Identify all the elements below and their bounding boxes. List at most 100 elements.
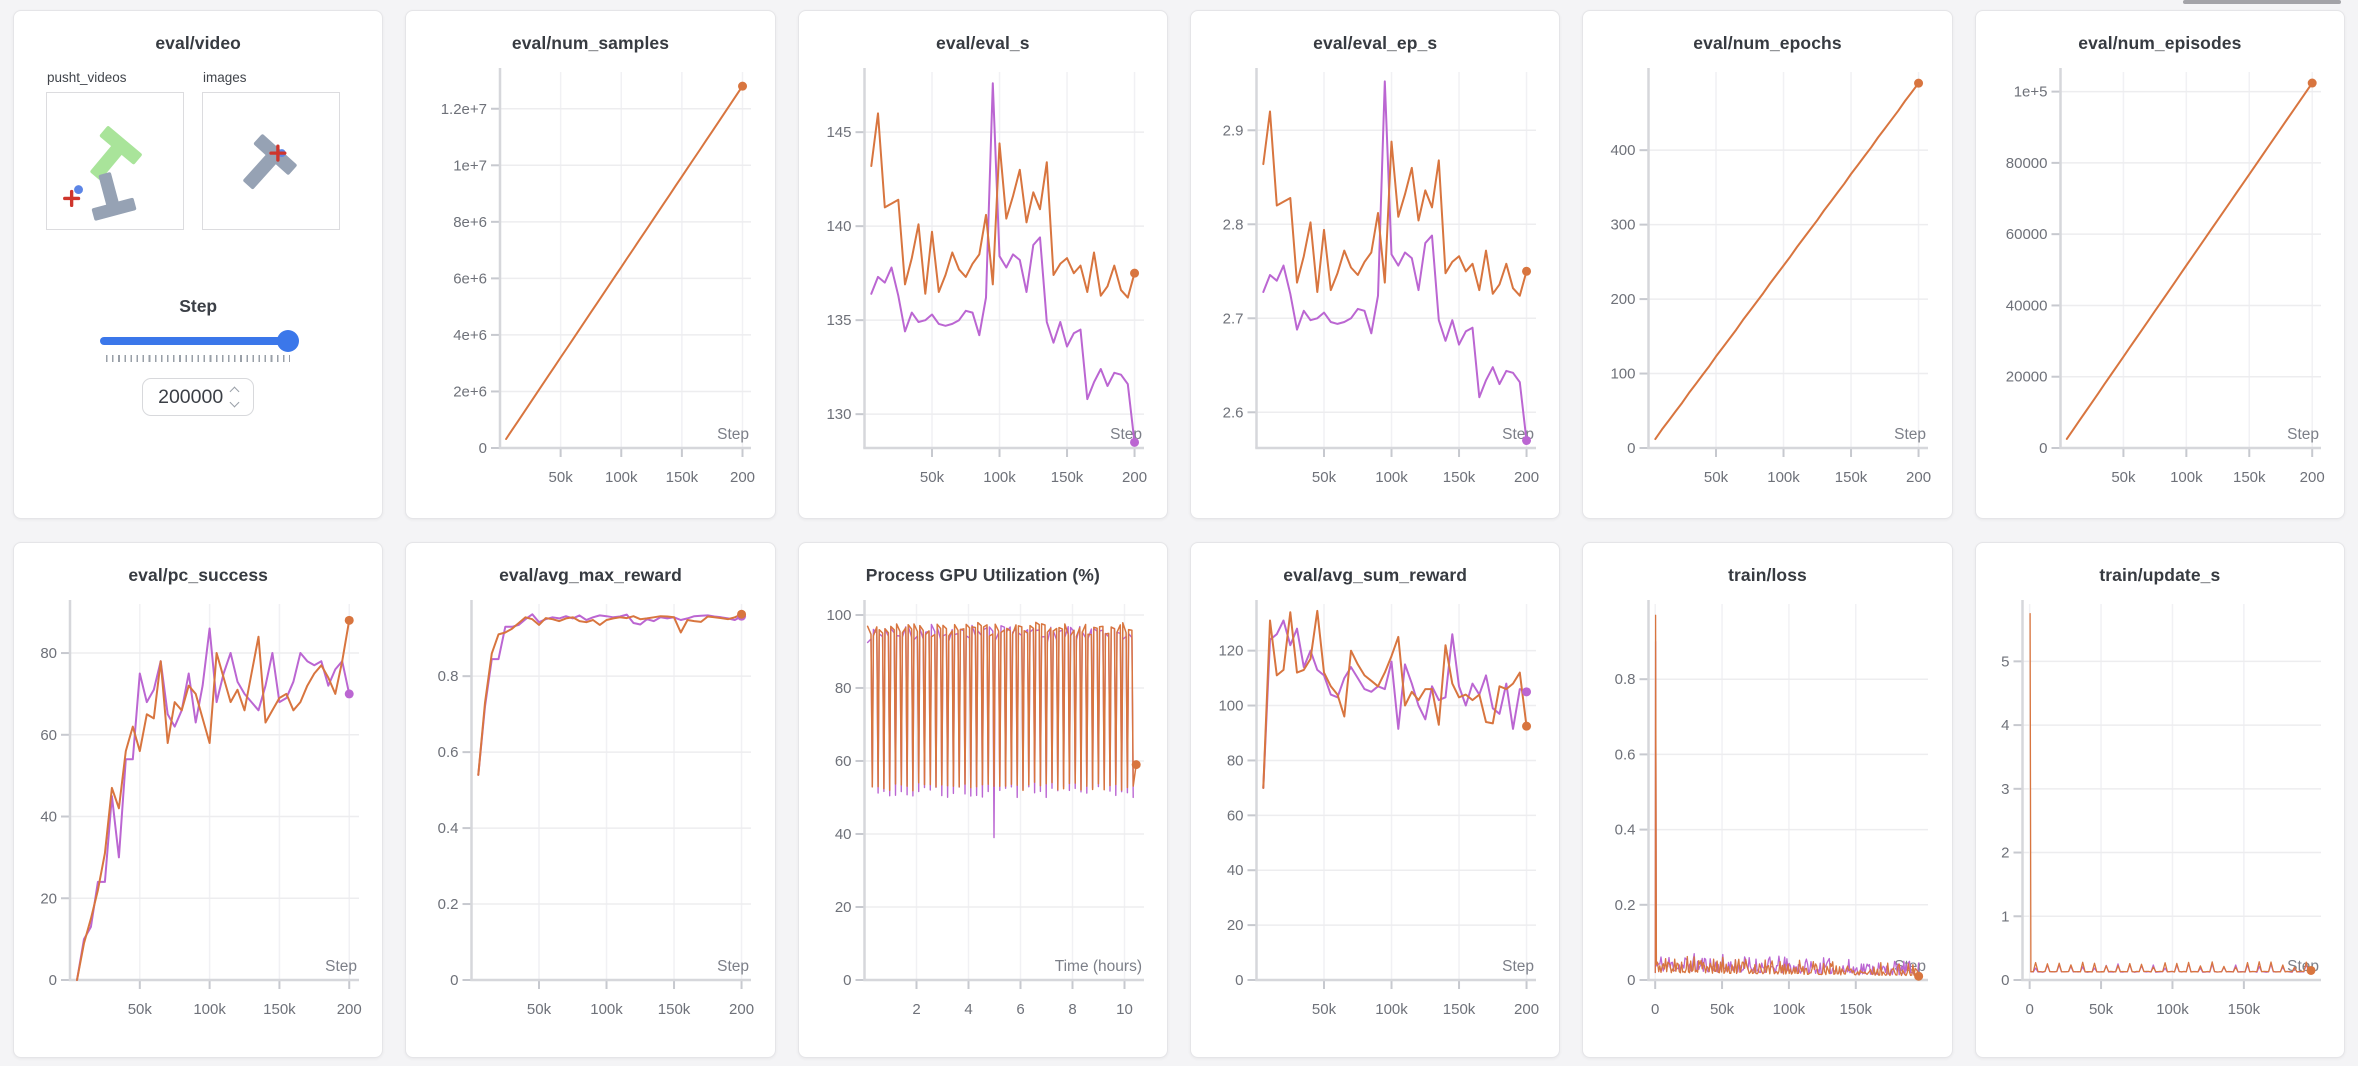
chart-title: eval/avg_max_reward xyxy=(499,565,682,585)
slider-thumb[interactable] xyxy=(277,330,300,352)
chart-title: train/loss xyxy=(1728,565,1807,585)
svg-text:100k: 100k xyxy=(2156,1001,2189,1018)
svg-text:20000: 20000 xyxy=(2005,369,2047,386)
panel-eval-avg-max-reward: eval/avg_max_reward 50k 100k 150k 200 0 0.2 0.… xyxy=(405,542,776,1058)
eval-num-episodes-chart[interactable]: 50k 100k 150k 200 0 20000 40000 60000 80000 1e+5 S… xyxy=(1987,62,2333,504)
svg-text:200: 200 xyxy=(729,1001,754,1018)
svg-text:145: 145 xyxy=(826,124,851,141)
eval-avg-sum-reward-chart[interactable]: 50k 100k 150k 200 0 20 40 60 80 100 120 Step xyxy=(1202,594,1548,1036)
eval-num-samples-chart[interactable]: 50k 100k 150k 200 0 2e+6 4e+6 6e+6 8e+6 1e+7 1.2e+… xyxy=(417,62,763,504)
svg-text:0: 0 xyxy=(1651,1001,1659,1018)
eval-num-epochs-chart[interactable]: 50k 100k 150k 200 0 100 200 300 400 Step xyxy=(1594,62,1940,504)
panel-eval-num-epochs: eval/num_epochs 50k 100k 150k 200 0 100 200 300… xyxy=(1582,10,1953,519)
svg-text:150k: 150k xyxy=(1835,469,1868,486)
svg-text:100k: 100k xyxy=(1768,469,1801,486)
svg-text:0.2: 0.2 xyxy=(1615,897,1636,914)
svg-text:2.7: 2.7 xyxy=(1223,310,1244,327)
svg-text:120: 120 xyxy=(1218,643,1243,660)
svg-text:2: 2 xyxy=(912,1001,920,1018)
svg-text:200: 200 xyxy=(337,1001,362,1018)
panel-process-gpu-utilization: Process GPU Utilization (%) 2 4 6 8 10 0 20 40 6… xyxy=(797,542,1168,1058)
svg-text:Step: Step xyxy=(1502,958,1534,975)
svg-text:400: 400 xyxy=(1611,142,1636,159)
svg-text:5: 5 xyxy=(2001,653,2009,670)
svg-text:150k: 150k xyxy=(666,469,699,486)
green-t-shape xyxy=(90,126,142,180)
svg-text:0: 0 xyxy=(1627,440,1635,457)
svg-text:0.4: 0.4 xyxy=(1615,822,1636,839)
chart-title: train/update_s xyxy=(2099,565,2221,585)
eval-avg-max-reward-chart[interactable]: 50k 100k 150k 200 0 0.2 0.4 0.6 0.8 Step xyxy=(417,594,763,1036)
svg-text:0.8: 0.8 xyxy=(1615,671,1636,688)
svg-text:150k: 150k xyxy=(1840,1001,1873,1018)
svg-text:300: 300 xyxy=(1611,217,1636,234)
svg-text:0: 0 xyxy=(1627,972,1635,989)
svg-text:200: 200 xyxy=(730,469,755,486)
svg-text:2e+6: 2e+6 xyxy=(454,383,488,400)
chart-title: eval/num_samples xyxy=(511,33,670,53)
svg-text:0: 0 xyxy=(1235,972,1243,989)
step-down-icon[interactable] xyxy=(229,397,240,408)
svg-text:100k: 100k xyxy=(591,1001,624,1018)
svg-text:3: 3 xyxy=(2001,781,2009,798)
svg-text:150k: 150k xyxy=(263,1001,296,1018)
svg-text:100k: 100k xyxy=(983,469,1016,486)
svg-text:4e+6: 4e+6 xyxy=(454,327,488,344)
svg-text:60000: 60000 xyxy=(2005,226,2047,243)
pusht-video-thumbnail[interactable] xyxy=(46,92,184,230)
svg-text:200: 200 xyxy=(2299,469,2324,486)
svg-text:100k: 100k xyxy=(1375,1001,1408,1018)
step-input[interactable]: 200000 xyxy=(142,378,255,416)
stepper-arrows xyxy=(229,386,240,408)
slider-track[interactable] xyxy=(100,337,297,345)
svg-text:1: 1 xyxy=(2001,908,2009,925)
gray-t-shape xyxy=(91,172,137,221)
goal-cross-icon xyxy=(269,144,287,162)
svg-text:50k: 50k xyxy=(2111,469,2136,486)
step-up-icon[interactable] xyxy=(229,386,240,397)
svg-text:100: 100 xyxy=(1218,698,1243,715)
svg-text:0: 0 xyxy=(2039,440,2047,457)
svg-text:140: 140 xyxy=(826,218,851,235)
svg-text:200: 200 xyxy=(1514,1001,1539,1018)
svg-text:100k: 100k xyxy=(1375,469,1408,486)
chart-title: eval/eval_ep_s xyxy=(1313,33,1438,53)
images-thumbnail[interactable] xyxy=(202,92,340,230)
svg-text:0.8: 0.8 xyxy=(438,668,459,685)
svg-text:Step: Step xyxy=(717,426,749,443)
svg-text:200: 200 xyxy=(1611,291,1636,308)
step-control: Step 200000 xyxy=(25,296,371,416)
eval-pc-success-chart[interactable]: 50k 100k 150k 200 0 20 40 60 80 Step xyxy=(25,594,371,1036)
panel-eval-num-samples: eval/num_samples 50k 100k 150k 200 0 2e+6 4e+6… xyxy=(405,10,776,519)
scrollbar-remnant[interactable] xyxy=(2183,0,2341,4)
svg-text:0.4: 0.4 xyxy=(438,820,459,837)
svg-text:80: 80 xyxy=(834,680,851,697)
chart-title: eval/eval_s xyxy=(936,33,1030,53)
svg-text:40000: 40000 xyxy=(2005,297,2047,314)
svg-text:6e+6: 6e+6 xyxy=(454,270,488,287)
step-slider[interactable] xyxy=(100,330,300,352)
svg-text:200: 200 xyxy=(1906,469,1931,486)
svg-text:0.2: 0.2 xyxy=(438,896,459,913)
goal-cross-icon xyxy=(63,189,81,208)
svg-text:2: 2 xyxy=(2001,845,2009,862)
panel-eval-num-episodes: eval/num_episodes 50k 100k 150k 200 0 20000 40… xyxy=(1974,10,2345,519)
step-value[interactable]: 200000 xyxy=(158,385,224,408)
svg-text:6: 6 xyxy=(1016,1001,1024,1018)
panel-title: eval/video xyxy=(155,33,241,53)
svg-text:80: 80 xyxy=(40,645,57,662)
svg-text:40: 40 xyxy=(1227,862,1244,879)
panel-eval-eval-s: eval/eval_s 50k 100k 150k 200 130 135 140 145 St… xyxy=(797,10,1168,519)
svg-text:80: 80 xyxy=(1227,752,1244,769)
svg-text:40: 40 xyxy=(834,826,851,843)
svg-text:50k: 50k xyxy=(1710,1001,1735,1018)
svg-text:50k: 50k xyxy=(1312,1001,1337,1018)
svg-text:80000: 80000 xyxy=(2005,155,2047,172)
svg-text:2.6: 2.6 xyxy=(1223,404,1244,421)
svg-text:40: 40 xyxy=(40,809,57,826)
